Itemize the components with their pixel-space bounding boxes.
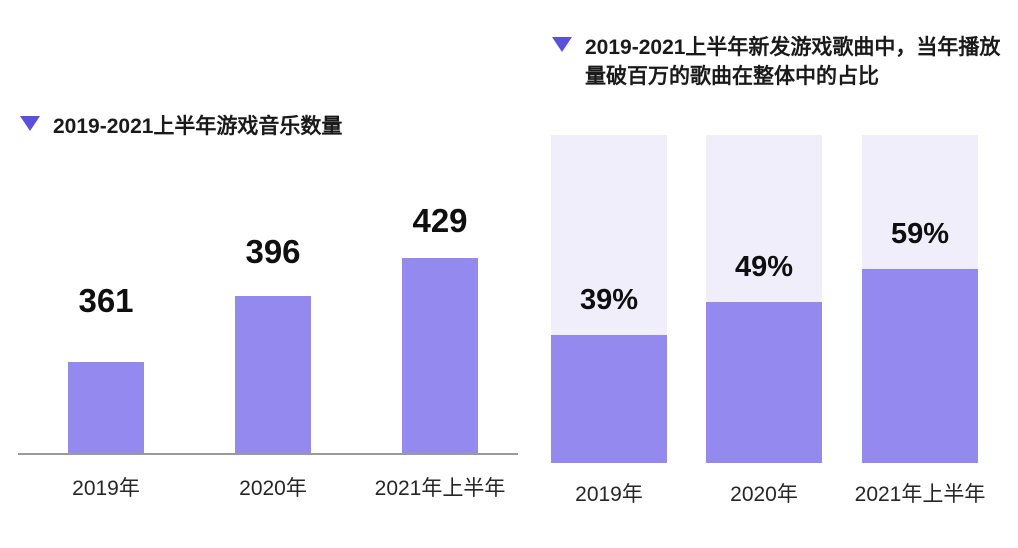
left-x-axis-labels: 2019年 2020年 2021年上半年 xyxy=(18,476,518,506)
x-axis-label: 2020年 xyxy=(239,477,307,500)
bar-value-label: 429 xyxy=(412,202,468,239)
right-chart-title: 2019-2021上半年新发游戏歌曲中，当年播放量破百万的歌曲在整体中的占比 xyxy=(552,33,1005,91)
left-chart-title-text: 2019-2021上半年游戏音乐数量 xyxy=(53,115,343,138)
x-axis-line xyxy=(18,453,518,455)
bar-2020年 xyxy=(235,296,311,453)
right-chart-title-text: 2019-2021上半年新发游戏歌曲中，当年播放量破百万的歌曲在整体中的占比 xyxy=(585,36,1001,88)
bar-percent-label: 39% xyxy=(579,284,639,317)
triangle-bullet-icon xyxy=(20,116,40,131)
x-axis-label: 2021年上半年 xyxy=(854,483,986,506)
triangle-bullet-icon xyxy=(552,37,572,52)
bar-track-2020年 xyxy=(706,135,822,463)
bar-track-2021年上半年 xyxy=(862,135,978,463)
bar-percent-label: 49% xyxy=(734,251,794,284)
game-music-count-bar-plot: 361 396 429 xyxy=(18,200,518,455)
bar-fill xyxy=(706,302,822,463)
bar-value-label: 361 xyxy=(78,282,134,319)
x-axis-label: 2019年 xyxy=(72,477,140,500)
x-axis-label: 2020年 xyxy=(730,483,798,506)
bar-fill xyxy=(551,335,667,463)
million-plays-share-bar-plot: 39% 49% 59% xyxy=(551,135,978,463)
bar-2019年 xyxy=(68,362,144,453)
right-x-axis-labels: 2019年 2020年 2021年上半年 xyxy=(551,482,985,512)
x-axis-label: 2019年 xyxy=(575,483,643,506)
bar-fill xyxy=(862,269,978,463)
bar-2021年上半年 xyxy=(402,258,478,453)
bar-percent-label: 59% xyxy=(890,218,950,251)
x-axis-label: 2021年上半年 xyxy=(374,477,506,500)
bar-track-2019年 xyxy=(551,135,667,463)
bar-value-label: 396 xyxy=(245,233,301,270)
left-chart-title: 2019-2021上半年游戏音乐数量 xyxy=(20,112,342,141)
